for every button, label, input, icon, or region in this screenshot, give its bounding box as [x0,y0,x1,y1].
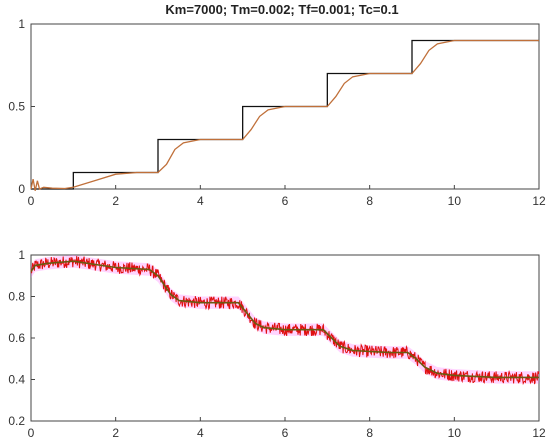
bottom-y-tick-label: 0.2 [8,414,25,428]
bottom-y-tick-label: 1 [18,248,25,262]
bottom-plot: 0 2 4 6 8 10 12 0.2 0.4 0.6 0.8 1 [8,248,546,440]
top-x-tick-label: 12 [532,194,546,208]
top-plot: 0 2 4 6 8 10 12 0 0.5 1 [8,17,546,208]
bottom-x-tick-label: 10 [448,426,462,440]
bottom-x-tick-label: 8 [366,426,373,440]
bottom-y-tick-label: 0.8 [8,290,25,304]
top-series [30,39,539,191]
bottom-tick-labels: 0 2 4 6 8 10 12 0.2 0.4 0.6 0.8 1 [8,248,546,440]
top-y-tick-label: 1 [18,17,25,31]
bottom-noisy-series [30,256,540,386]
bottom-noise-band [31,255,539,384]
top-x-tick-label: 2 [112,194,119,208]
bottom-x-tick-label: 2 [112,426,119,440]
bottom-x-tick-label: 12 [532,426,546,440]
bottom-y-tick-label: 0.6 [8,331,25,345]
bottom-y-tick-label: 0.4 [8,373,25,387]
top-x-tick-label: 10 [448,194,462,208]
top-reference-series [31,39,539,190]
top-y-tick-label: 0.5 [8,100,25,114]
bottom-filtered-series [30,260,539,379]
top-x-tick-label: 6 [282,194,289,208]
top-x-tick-label: 8 [366,194,373,208]
bottom-x-tick-label: 4 [197,426,204,440]
top-x-tick-label: 4 [197,194,204,208]
top-tick-labels: 0 2 4 6 8 10 12 0 0.5 1 [8,17,546,208]
bottom-series [30,255,540,386]
bottom-x-tick-label: 0 [28,426,35,440]
figure-title: Km=7000; Tm=0.002; Tf=0.001; Tc=0.1 [165,2,398,17]
top-response-series [30,39,539,191]
top-y-tick-label: 0 [18,182,25,196]
bottom-plot-area [30,254,540,422]
top-x-tick-label: 0 [28,194,35,208]
bottom-x-tick-label: 6 [282,426,289,440]
